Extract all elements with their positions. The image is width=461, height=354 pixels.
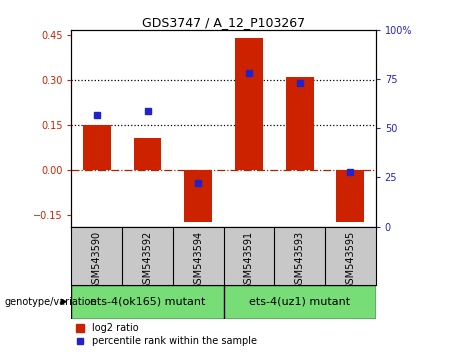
- Bar: [184, 170, 212, 222]
- Text: GSM543591: GSM543591: [244, 231, 254, 290]
- Legend: log2 ratio, percentile rank within the sample: log2 ratio, percentile rank within the s…: [77, 324, 257, 346]
- Text: genotype/variation: genotype/variation: [5, 297, 97, 307]
- Bar: [337, 170, 364, 222]
- Bar: [235, 39, 263, 170]
- Bar: [286, 78, 313, 170]
- Text: GSM543593: GSM543593: [295, 231, 305, 290]
- Bar: [134, 138, 161, 170]
- Text: ets-4(uz1) mutant: ets-4(uz1) mutant: [249, 297, 350, 307]
- Bar: [71, 285, 224, 319]
- Text: ets-4(ok165) mutant: ets-4(ok165) mutant: [90, 297, 205, 307]
- Text: GSM543592: GSM543592: [142, 231, 153, 291]
- Title: GDS3747 / A_12_P103267: GDS3747 / A_12_P103267: [142, 16, 305, 29]
- Text: GSM543594: GSM543594: [193, 231, 203, 290]
- Text: GSM543590: GSM543590: [92, 231, 102, 290]
- Text: GSM543595: GSM543595: [345, 231, 355, 291]
- Bar: [83, 125, 111, 170]
- Bar: [224, 285, 376, 319]
